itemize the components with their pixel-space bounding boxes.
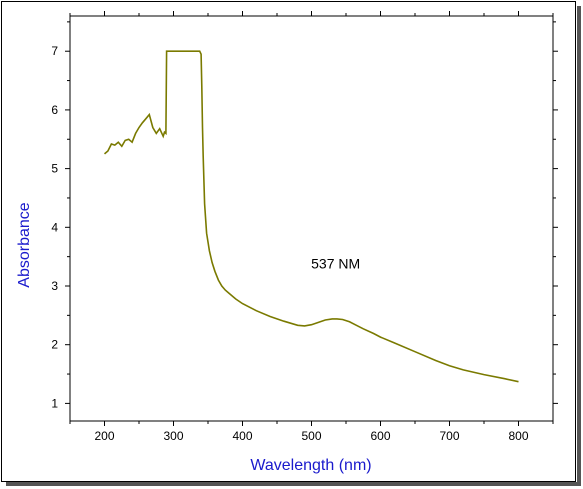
frame-shadow-bottom bbox=[6, 482, 581, 486]
y-tick-label: 3 bbox=[51, 279, 58, 293]
axis-ticks bbox=[65, 11, 558, 426]
x-tick-label: 600 bbox=[370, 429, 390, 443]
y-tick-label: 6 bbox=[51, 103, 58, 117]
y-axis-title: Absorbance bbox=[16, 202, 33, 287]
x-tick-label: 700 bbox=[439, 429, 459, 443]
frame-shadow-right bbox=[577, 6, 581, 486]
x-tick-label: 500 bbox=[301, 429, 321, 443]
peak-annotation: 537 NM bbox=[311, 255, 360, 271]
y-tick-label: 7 bbox=[51, 44, 58, 58]
x-tick-label: 200 bbox=[94, 429, 114, 443]
chart-frame bbox=[1, 1, 576, 482]
y-tick-label: 1 bbox=[51, 396, 58, 410]
y-tick-label: 2 bbox=[51, 338, 58, 352]
series-line bbox=[103, 50, 519, 383]
plot-area bbox=[69, 15, 554, 422]
y-tick-label: 5 bbox=[51, 162, 58, 176]
x-tick-label: 300 bbox=[163, 429, 183, 443]
x-axis-title: Wavelength (nm) bbox=[250, 457, 371, 474]
y-tick-label: 4 bbox=[51, 220, 58, 234]
x-tick-label: 800 bbox=[508, 429, 528, 443]
x-tick-label: 400 bbox=[232, 429, 252, 443]
tick-labels: 200 300 400 500 600 700 800 1 2 3 4 5 6 7 bbox=[51, 44, 529, 443]
